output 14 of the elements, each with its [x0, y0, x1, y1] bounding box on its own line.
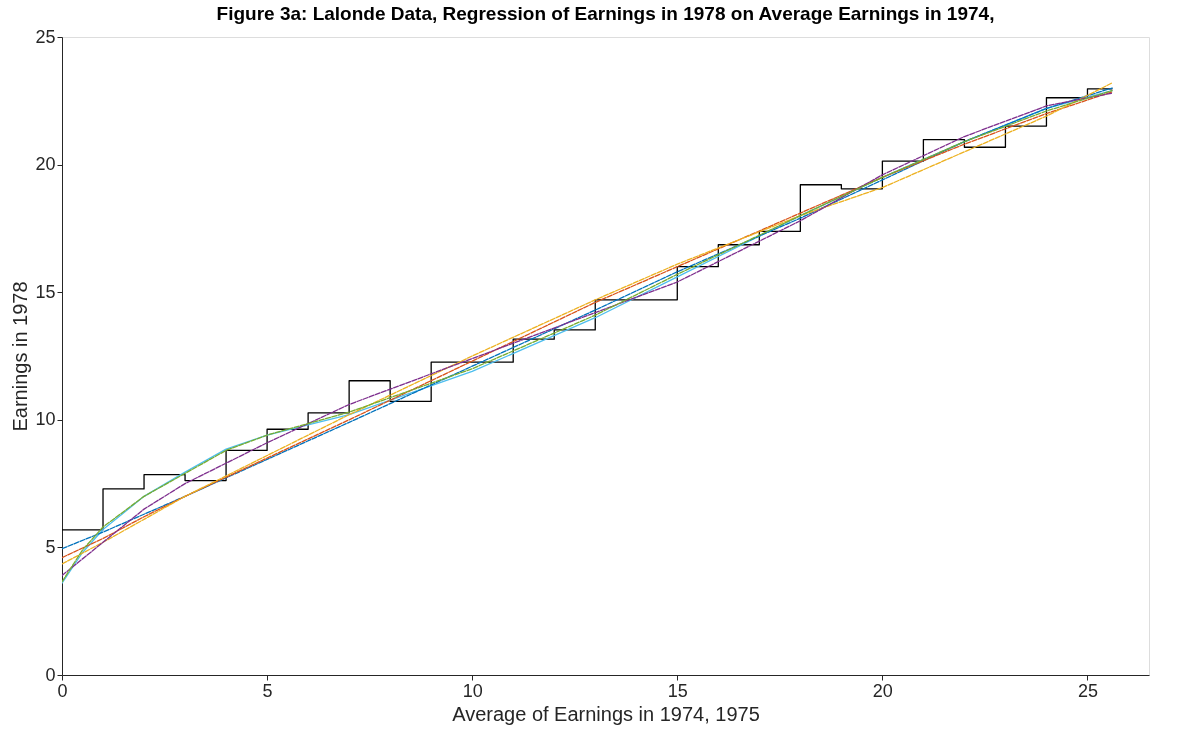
y-tick-label: 5 — [45, 536, 56, 557]
x-tick-label: 15 — [667, 680, 688, 701]
x-tick-label: 25 — [1077, 680, 1098, 701]
chart-title: Figure 3a: Lalonde Data, Regression of Earnings in 1978 on Average Earnings in 1974, — [216, 3, 995, 24]
y-tick-label: 10 — [35, 409, 56, 430]
y-tick-label: 15 — [35, 281, 56, 302]
y-tick-label: 25 — [35, 26, 56, 47]
y-tick-label: 0 — [45, 664, 56, 685]
x-tick-label: 20 — [872, 680, 893, 701]
x-axis-title: Average of Earnings in 1974, 1975 — [452, 702, 760, 725]
y-tick-label: 20 — [35, 154, 56, 175]
x-tick-label: 10 — [462, 680, 483, 701]
x-tick-label: 5 — [262, 680, 273, 701]
y-axis-title: Earnings in 1978 — [9, 281, 32, 432]
